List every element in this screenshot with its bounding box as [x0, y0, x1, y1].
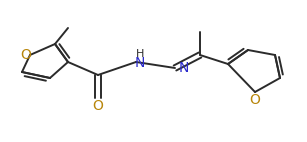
Text: O: O [93, 99, 103, 113]
Text: O: O [21, 48, 31, 62]
Text: H: H [136, 49, 144, 59]
Text: N: N [179, 61, 189, 75]
Text: N: N [135, 56, 145, 70]
Text: O: O [250, 93, 260, 107]
